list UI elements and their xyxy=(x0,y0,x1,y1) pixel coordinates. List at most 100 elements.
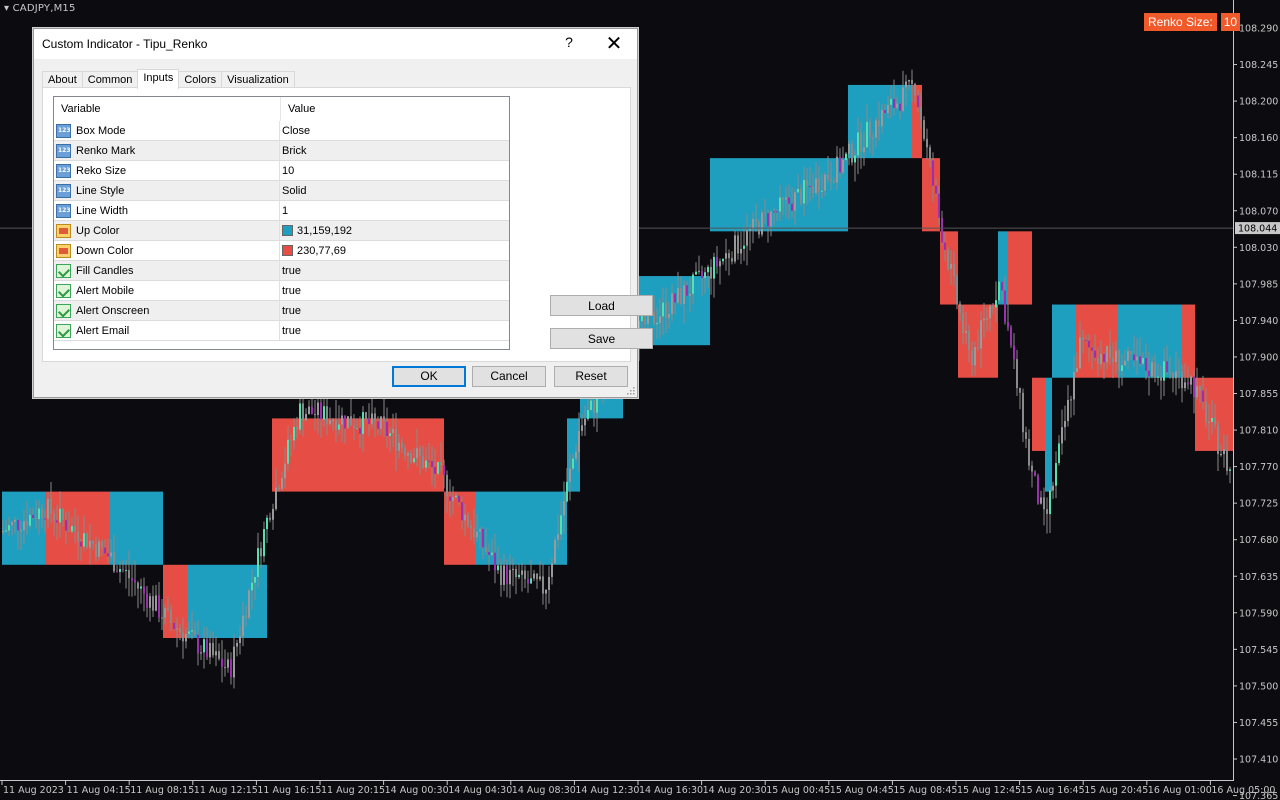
candle-body xyxy=(644,315,646,324)
candle-body xyxy=(1139,356,1141,364)
resize-grip-icon[interactable] xyxy=(626,386,635,395)
candle-body xyxy=(296,426,298,430)
candle-body xyxy=(836,156,838,183)
candle-body xyxy=(902,87,904,111)
tab-visualization[interactable]: Visualization xyxy=(221,71,295,89)
load-button[interactable]: Load xyxy=(550,295,653,316)
table-row[interactable]: Renko Mark Brick xyxy=(54,141,509,161)
reset-button[interactable]: Reset xyxy=(554,366,628,387)
value-cell[interactable]: Solid xyxy=(280,181,509,201)
candle-body xyxy=(692,274,694,294)
candle-body xyxy=(338,424,340,430)
value-cell[interactable]: Close xyxy=(280,121,509,141)
table-row[interactable]: Fill Candles true xyxy=(54,261,509,281)
price-tick-label: 108.200 xyxy=(1239,97,1278,108)
table-row[interactable]: Alert Mobile true xyxy=(54,281,509,301)
candle-body xyxy=(815,178,817,194)
column-header-value[interactable]: Value xyxy=(288,103,316,115)
time-tick-label: 15 Aug 04:45 xyxy=(830,785,894,796)
candle-body xyxy=(983,318,985,321)
candle-body xyxy=(89,540,91,548)
time-tick-label: 14 Aug 16:30 xyxy=(639,785,703,796)
dialog-titlebar[interactable]: Custom Indicator - Tipu_Renko ? ✕ xyxy=(34,29,637,59)
value-cell[interactable]: 31,159,192 xyxy=(280,221,509,241)
chart-menu-icon[interactable]: ▾ xyxy=(4,3,13,14)
candle-body xyxy=(968,331,970,351)
candle-body xyxy=(923,120,925,139)
candle-body xyxy=(557,534,559,540)
ok-button[interactable]: OK xyxy=(392,366,466,387)
candle-body xyxy=(545,589,547,594)
time-tick-label: 14 Aug 00:30 xyxy=(385,785,449,796)
candle-body xyxy=(29,514,31,526)
table-row[interactable]: Down Color 230,77,69 xyxy=(54,241,509,261)
variable-value: true xyxy=(282,324,301,337)
candle-body xyxy=(392,428,394,434)
price-tick-label: 107.810 xyxy=(1239,426,1278,437)
value-cell[interactable]: Brick xyxy=(280,141,509,161)
color-swatch[interactable] xyxy=(282,225,293,236)
help-icon[interactable]: ? xyxy=(565,34,573,50)
candle-body xyxy=(989,306,991,319)
value-cell[interactable]: 10 xyxy=(280,161,509,181)
value-cell[interactable]: true xyxy=(280,281,509,301)
candle-body xyxy=(929,147,931,161)
value-cell[interactable]: true xyxy=(280,261,509,281)
candle-body xyxy=(440,462,442,466)
variable-name: Line Width xyxy=(76,204,128,217)
candle-body xyxy=(1064,421,1066,428)
table-row[interactable]: Reko Size 10 xyxy=(54,161,509,181)
inputs-table[interactable]: Variable Value Box Mode Close Renko Mark Br… xyxy=(53,96,510,350)
candle-body xyxy=(305,413,307,421)
value-cell[interactable]: 1 xyxy=(280,201,509,221)
candle-body xyxy=(467,514,469,526)
table-row[interactable]: Up Color 31,159,192 xyxy=(54,221,509,241)
table-row[interactable]: Alert Onscreen true xyxy=(54,301,509,321)
candle-body xyxy=(464,514,466,521)
candle-body xyxy=(161,617,163,619)
value-cell[interactable]: 230,77,69 xyxy=(280,241,509,261)
candle-body xyxy=(704,272,706,278)
value-cell[interactable]: true xyxy=(280,301,509,321)
tab-colors[interactable]: Colors xyxy=(178,71,223,89)
tab-about[interactable]: About xyxy=(42,71,83,89)
candle-body xyxy=(320,402,322,420)
table-row[interactable]: Line Width 1 xyxy=(54,201,509,221)
candle-body xyxy=(209,643,211,658)
candle-body xyxy=(284,463,286,479)
candle-body xyxy=(482,528,484,548)
column-header-variable[interactable]: Variable xyxy=(54,97,281,121)
time-tick-label: 15 Aug 12:45 xyxy=(957,785,1021,796)
cancel-button[interactable]: Cancel xyxy=(472,366,546,387)
candle-body xyxy=(518,574,520,578)
tab-inputs[interactable]: Inputs xyxy=(137,69,180,89)
price-tick-label: 107.770 xyxy=(1239,462,1278,473)
candle-body xyxy=(812,186,814,194)
table-row[interactable]: Line Style Solid xyxy=(54,181,509,201)
candle-body xyxy=(398,442,400,451)
close-icon[interactable]: ✕ xyxy=(605,33,623,55)
table-row[interactable]: Alert Email true xyxy=(54,321,509,341)
candle-body xyxy=(1007,322,1009,328)
candle-body xyxy=(80,541,82,547)
candle-body xyxy=(740,248,742,254)
candle-body xyxy=(521,570,523,575)
bool-icon xyxy=(56,323,71,338)
tab-common[interactable]: Common xyxy=(81,71,139,89)
save-button[interactable]: Save xyxy=(550,328,653,349)
candle-body xyxy=(647,310,649,324)
table-row[interactable]: Box Mode Close xyxy=(54,121,509,141)
candle-body xyxy=(41,508,43,519)
color-swatch[interactable] xyxy=(282,245,293,256)
candle-body xyxy=(227,659,229,668)
candle-body xyxy=(554,539,556,564)
variable-value: Close xyxy=(282,124,311,137)
value-cell[interactable]: true xyxy=(280,321,509,341)
price-tick-label: 107.680 xyxy=(1239,535,1278,546)
candle-body xyxy=(947,249,949,269)
candle-body xyxy=(1022,392,1024,433)
candle-body xyxy=(1004,290,1006,323)
candle-body xyxy=(455,495,457,498)
